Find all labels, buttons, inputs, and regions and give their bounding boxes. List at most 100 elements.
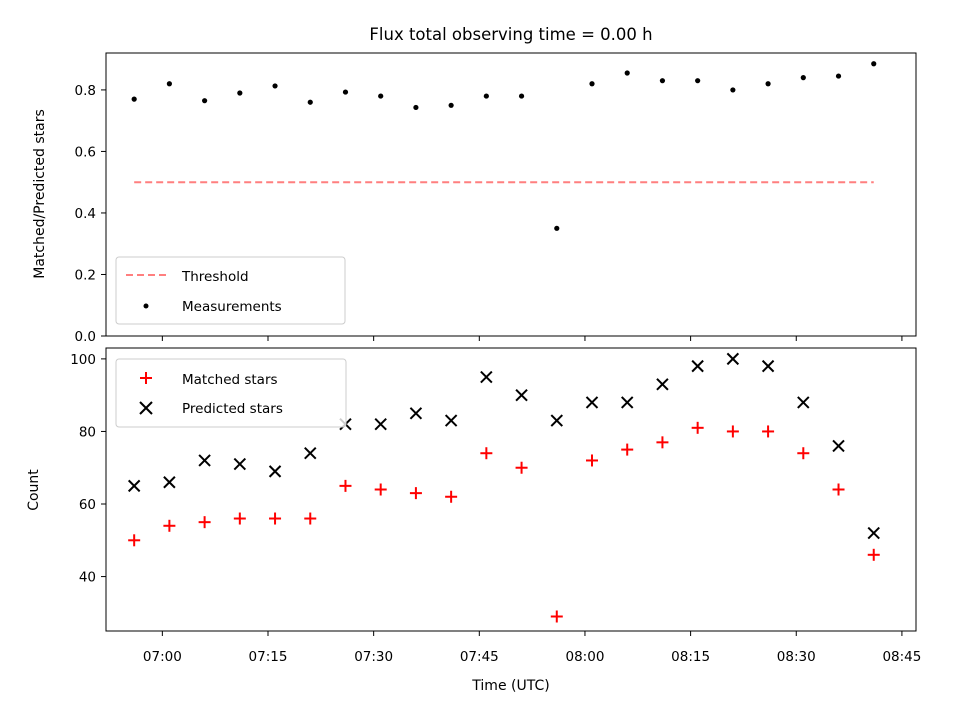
predicted-star-point xyxy=(691,359,704,373)
matched-star-point xyxy=(832,483,845,496)
top-panel: 0.00.20.40.60.8 Matched/Predicted stars … xyxy=(32,52,917,345)
measurement-point xyxy=(835,73,842,79)
measurement-point xyxy=(202,98,208,104)
measurement-point xyxy=(589,81,595,87)
bottom-panel: 40 60 80 100 07:00 07:15 07:30 07:45 08:00 08:15… xyxy=(26,347,921,694)
measurement-point xyxy=(378,93,384,99)
x-axis-label: Time (UTC) xyxy=(471,678,549,694)
predicted-star-point xyxy=(480,370,493,384)
matched-star-point xyxy=(726,425,739,438)
matched-star-point xyxy=(339,479,352,492)
bottom-y-axis: 40 60 80 100 xyxy=(70,352,106,586)
predicted-star-point xyxy=(409,407,423,420)
predicted-star-point xyxy=(726,352,740,366)
legend-matched-swatch xyxy=(140,372,152,384)
top-plot-marks xyxy=(131,61,877,231)
matched-star-point xyxy=(656,436,669,449)
matched-star-point xyxy=(480,447,493,460)
predicted-star-point xyxy=(444,414,458,427)
top-legend: Threshold Measurements xyxy=(115,256,346,325)
matched-star-point xyxy=(163,519,176,532)
measurement-point xyxy=(307,99,313,105)
predicted-star-point xyxy=(163,476,176,489)
measurement-point xyxy=(272,83,278,89)
x-tick-label: 07:30 xyxy=(354,649,393,665)
bottom-plot-marks xyxy=(127,352,880,623)
x-tick-label: 08:00 xyxy=(566,649,605,665)
predicted-star-point xyxy=(621,396,634,409)
measurement-point xyxy=(342,89,349,95)
matched-star-point xyxy=(621,443,634,456)
measurement-point xyxy=(518,93,525,99)
matched-star-point xyxy=(691,421,704,434)
bottom-y-tick-label: 60 xyxy=(79,497,96,513)
x-tick-label: 08:15 xyxy=(671,649,710,665)
predicted-star-point xyxy=(127,479,141,493)
matched-star-point xyxy=(269,512,282,525)
matched-star-point xyxy=(762,425,775,438)
top-y-tick-label: 0.8 xyxy=(75,83,96,99)
measurement-point xyxy=(800,75,806,81)
legend-matched-label: Matched stars xyxy=(182,372,278,388)
predicted-star-point xyxy=(374,417,387,431)
matched-star-point xyxy=(198,516,211,529)
legend-predicted-swatch xyxy=(139,401,153,415)
bottom-legend-box xyxy=(115,358,347,428)
predicted-star-point xyxy=(515,388,528,402)
measurement-point xyxy=(695,78,701,84)
predicted-star-point xyxy=(304,447,317,460)
matched-star-point xyxy=(867,548,880,561)
measurement-point xyxy=(448,102,454,108)
bottom-y-axis-label: Count xyxy=(26,469,42,511)
bottom-legend: Matched stars Predicted stars xyxy=(115,358,347,428)
matched-star-point xyxy=(445,490,458,503)
matched-star-point xyxy=(550,610,563,623)
measurement-point xyxy=(624,70,630,76)
top-y-axis-label: Matched/Predicted stars xyxy=(32,109,48,279)
x-tick-label: 07:15 xyxy=(249,649,288,665)
bottom-axes-frame xyxy=(105,347,917,632)
top-y-axis: 0.0 0.2 0.4 0.6 0.8 xyxy=(75,83,106,345)
matched-star-point xyxy=(374,483,387,496)
measurement-point xyxy=(765,81,771,87)
top-y-tick-label: 0.0 xyxy=(75,329,96,345)
top-y-tick-label: 0.2 xyxy=(75,267,96,283)
legend-measurements-swatch xyxy=(143,303,149,309)
matched-star-point xyxy=(586,454,598,467)
measurement-point xyxy=(483,93,489,99)
predicted-star-point xyxy=(797,396,810,409)
bottom-x-axis: 07:00 07:15 07:30 07:45 08:00 08:15 08:30 08:45 xyxy=(143,631,921,665)
predicted-star-point xyxy=(867,526,880,540)
predicted-star-point xyxy=(761,359,775,373)
predicted-star-point xyxy=(656,378,669,391)
measurement-point xyxy=(131,96,137,102)
measurement-point xyxy=(237,90,243,96)
measurement-point xyxy=(730,87,736,93)
measurement-point xyxy=(554,225,560,231)
matched-star-point xyxy=(409,487,422,500)
x-tick-label: 08:45 xyxy=(882,649,921,665)
legend-measurements-label: Measurements xyxy=(182,299,282,315)
measurement-point xyxy=(659,78,666,84)
matched-star-point xyxy=(304,512,317,525)
x-tick-label: 07:00 xyxy=(143,649,182,665)
measurement-point xyxy=(871,61,877,67)
legend-predicted-label: Predicted stars xyxy=(182,401,283,417)
predicted-star-point xyxy=(268,465,282,478)
x-tick-label: 07:45 xyxy=(460,649,499,665)
predicted-star-point xyxy=(198,454,211,467)
predicted-star-point xyxy=(550,414,563,427)
predicted-star-point xyxy=(585,396,599,409)
top-y-tick-label: 0.6 xyxy=(75,144,96,160)
bottom-y-tick-label: 100 xyxy=(70,352,96,368)
matched-star-point xyxy=(797,447,810,460)
matched-star-point xyxy=(128,534,141,547)
chart-title: Flux total observing time = 0.00 h xyxy=(369,25,652,44)
predicted-star-point xyxy=(832,439,845,453)
top-x-ticks xyxy=(161,336,903,341)
bottom-y-tick-label: 80 xyxy=(79,424,96,440)
top-legend-box xyxy=(115,256,346,325)
top-y-tick-label: 0.4 xyxy=(75,206,96,222)
matched-star-point xyxy=(233,512,246,525)
